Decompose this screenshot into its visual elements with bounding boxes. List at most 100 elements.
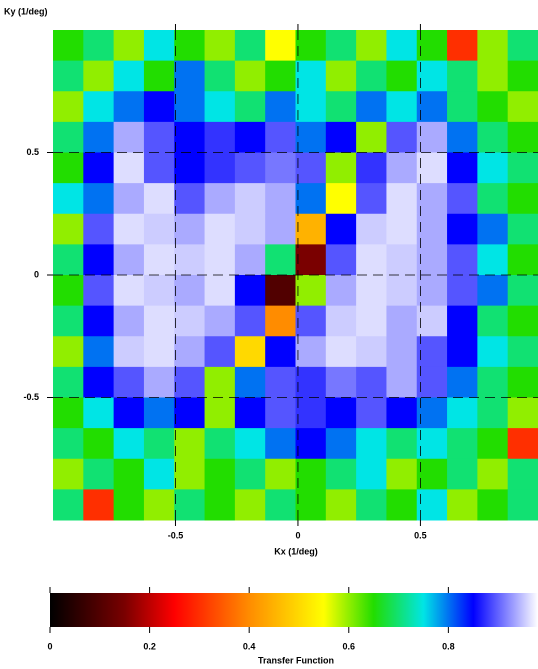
y-tick-label: 0.5 xyxy=(26,147,39,157)
cell xyxy=(113,152,145,184)
cell xyxy=(295,275,327,307)
cell xyxy=(143,91,175,123)
cell xyxy=(113,336,145,368)
cell xyxy=(386,244,418,276)
cell xyxy=(447,91,478,123)
cell xyxy=(113,30,145,62)
cell xyxy=(416,305,448,337)
cell xyxy=(113,458,145,490)
cell xyxy=(234,275,266,307)
cell xyxy=(143,458,175,490)
cell xyxy=(416,30,448,62)
cell xyxy=(325,121,357,153)
cell xyxy=(477,244,509,276)
cell xyxy=(356,275,387,307)
cell xyxy=(234,30,266,62)
cell xyxy=(204,428,236,460)
cell xyxy=(143,30,175,62)
cell xyxy=(143,397,175,429)
cell xyxy=(295,458,327,490)
cell xyxy=(234,428,266,460)
cell xyxy=(356,397,387,429)
cell xyxy=(174,336,206,368)
cell xyxy=(83,428,115,460)
cell xyxy=(386,183,418,215)
cell xyxy=(113,244,145,276)
cell xyxy=(295,397,327,429)
cell xyxy=(416,275,448,307)
cell xyxy=(325,30,357,62)
cell xyxy=(174,366,206,398)
cell xyxy=(204,152,236,184)
cell xyxy=(356,366,387,398)
cell xyxy=(386,366,418,398)
cell xyxy=(295,152,327,184)
cell xyxy=(416,183,448,215)
cell xyxy=(447,397,478,429)
cell xyxy=(53,30,84,62)
cell xyxy=(325,244,357,276)
cell xyxy=(265,458,296,490)
cell xyxy=(477,489,509,521)
cell xyxy=(53,336,84,368)
cell xyxy=(174,183,206,215)
cell xyxy=(174,60,206,92)
heatmap xyxy=(53,30,538,521)
cell xyxy=(53,366,84,398)
cell xyxy=(386,428,418,460)
cell xyxy=(53,428,84,460)
cell xyxy=(507,183,538,215)
cell xyxy=(113,183,145,215)
cell xyxy=(447,244,478,276)
cell xyxy=(386,305,418,337)
cell xyxy=(325,336,357,368)
cell xyxy=(143,305,175,337)
cell xyxy=(386,152,418,184)
cell xyxy=(325,213,357,245)
cell xyxy=(295,244,327,276)
colorbar-tick-label: 0.4 xyxy=(243,641,256,651)
cell xyxy=(265,275,296,307)
cell xyxy=(204,458,236,490)
cell xyxy=(234,183,266,215)
cell xyxy=(477,428,509,460)
cell xyxy=(53,60,84,92)
cell xyxy=(325,275,357,307)
x-tick-label: -0.5 xyxy=(168,530,184,540)
cell xyxy=(386,336,418,368)
cell xyxy=(234,213,266,245)
cell xyxy=(265,60,296,92)
cell xyxy=(477,213,509,245)
cell xyxy=(83,183,115,215)
cell xyxy=(507,121,538,153)
cell xyxy=(386,275,418,307)
y-tick-label: -0.5 xyxy=(23,392,39,402)
cell xyxy=(356,305,387,337)
cell xyxy=(234,60,266,92)
colorbar-tick-label: 0.2 xyxy=(143,641,156,651)
cell xyxy=(143,275,175,307)
cell xyxy=(204,60,236,92)
cell xyxy=(507,275,538,307)
cell xyxy=(295,60,327,92)
cell xyxy=(174,458,206,490)
cell xyxy=(143,366,175,398)
cell xyxy=(447,458,478,490)
cell xyxy=(83,458,115,490)
cell xyxy=(386,458,418,490)
cell xyxy=(53,397,84,429)
cell xyxy=(265,91,296,123)
colorbar-label: Transfer Function xyxy=(258,655,334,665)
cell xyxy=(386,213,418,245)
cell xyxy=(416,336,448,368)
cell xyxy=(83,489,115,521)
cell xyxy=(204,366,236,398)
cell xyxy=(53,152,84,184)
cell xyxy=(507,60,538,92)
cell xyxy=(447,305,478,337)
cell xyxy=(143,183,175,215)
cell xyxy=(113,428,145,460)
cell xyxy=(295,366,327,398)
cell xyxy=(416,489,448,521)
cell xyxy=(265,30,296,62)
